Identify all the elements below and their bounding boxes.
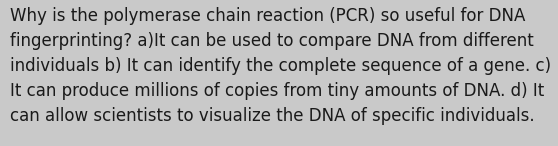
Text: Why is the polymerase chain reaction (PCR) so useful for DNA
fingerprinting? a)I: Why is the polymerase chain reaction (PC…: [10, 7, 551, 125]
